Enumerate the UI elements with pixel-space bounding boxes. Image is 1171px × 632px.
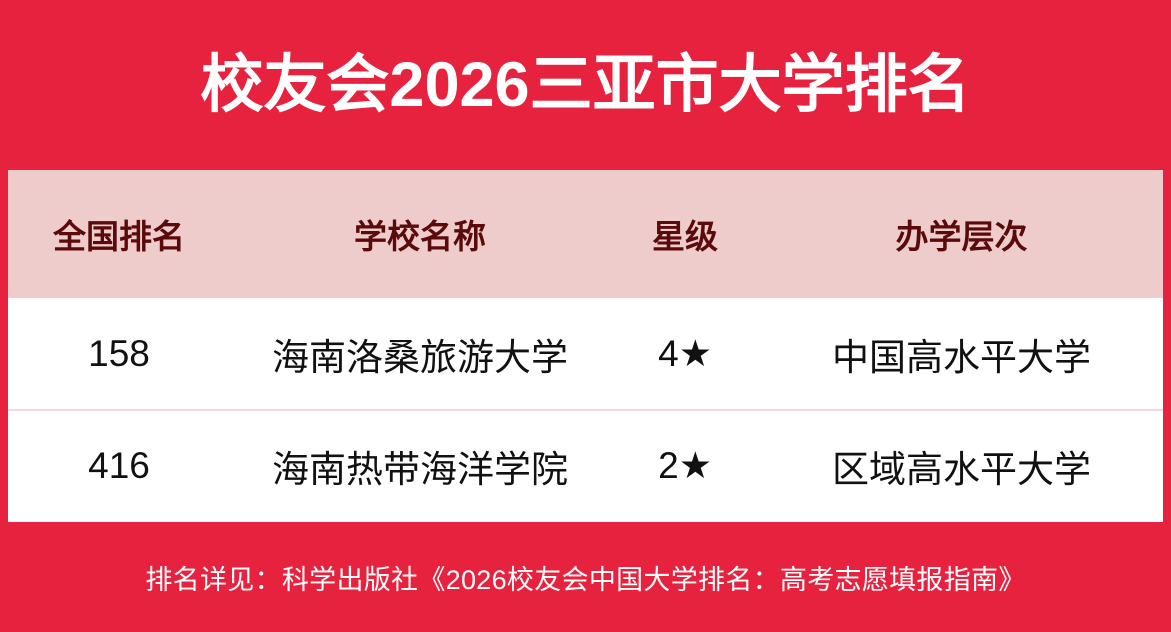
column-header-rank: 全国排名 xyxy=(53,218,185,255)
page-title: 校友会2026三亚市大学排名 xyxy=(200,49,971,120)
cell-school-name: 海南洛桑旅游大学 xyxy=(272,336,568,378)
table-row: 416 海南热带海洋学院 2★ 区域高水平大学 xyxy=(8,409,1163,520)
cell-school-level: 区域高水平大学 xyxy=(832,448,1091,490)
cell-school-level: 中国高水平大学 xyxy=(832,336,1091,378)
column-header-star-rating: 星级 xyxy=(652,218,718,255)
footer-bar: 排名详见：科学出版社《2026校友会中国大学排名：高考志愿填报指南》 xyxy=(0,522,1171,632)
column-header-school-level: 办学层次 xyxy=(895,218,1028,255)
ranking-table: 全国排名 学校名称 星级 办学层次 158 海南洛桑旅游大学 4★ 中国高水平大… xyxy=(8,170,1163,522)
cell-rank: 158 xyxy=(88,332,150,374)
column-header-school-name: 学校名称 xyxy=(354,218,486,255)
cell-star-rating: 2★ xyxy=(658,445,712,486)
footer-source-note: 排名详见：科学出版社《2026校友会中国大学排名：高考志愿填报指南》 xyxy=(145,564,1026,595)
title-bar: 校友会2026三亚市大学排名 xyxy=(0,0,1171,170)
table-row: 158 海南洛桑旅游大学 4★ 中国高水平大学 xyxy=(8,298,1163,409)
table-header-row: 全国排名 学校名称 星级 办学层次 xyxy=(8,170,1163,298)
cell-school-name: 海南热带海洋学院 xyxy=(272,448,568,490)
cell-star-rating: 4★ xyxy=(658,333,712,374)
cell-rank: 416 xyxy=(88,444,150,486)
